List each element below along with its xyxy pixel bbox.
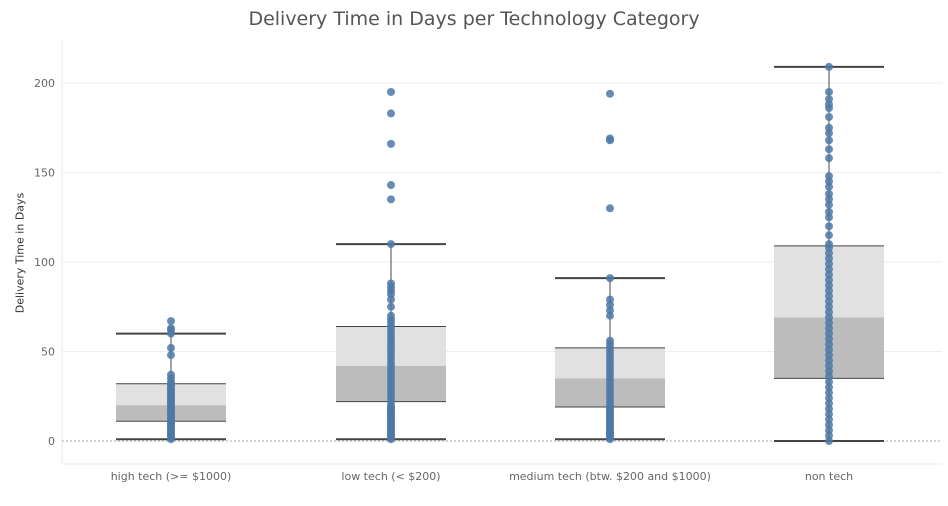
data-point	[825, 62, 833, 71]
data-point	[606, 134, 614, 143]
y-tick-label: 50	[41, 346, 55, 359]
data-point	[167, 317, 175, 326]
data-point	[825, 123, 833, 132]
data-point	[825, 145, 833, 154]
data-point	[825, 189, 833, 198]
data-point	[387, 240, 395, 249]
data-point	[387, 109, 395, 118]
data-point	[825, 222, 833, 231]
data-point	[606, 204, 614, 213]
x-tick-label: non tech	[805, 470, 853, 483]
y-tick-label: 0	[48, 435, 55, 448]
data-point	[825, 172, 833, 181]
data-point	[825, 154, 833, 163]
data-point	[606, 89, 614, 98]
data-point	[606, 295, 614, 304]
chart-title: Delivery Time in Days per Technology Cat…	[248, 8, 700, 30]
data-point	[167, 324, 175, 333]
data-point	[606, 336, 614, 345]
data-point	[387, 139, 395, 148]
data-point	[825, 113, 833, 122]
x-tick-label: high tech (>= $1000)	[111, 470, 232, 483]
data-point	[606, 274, 614, 283]
x-tick-label: medium tech (btw. $200 and $1000)	[509, 470, 711, 483]
data-point	[167, 370, 175, 379]
x-tick-label: low tech (< $200)	[341, 470, 440, 483]
y-tick-label: 150	[34, 167, 55, 180]
y-tick-label: 100	[34, 256, 55, 269]
data-point	[387, 302, 395, 311]
data-point	[825, 95, 833, 104]
data-point	[167, 351, 175, 360]
data-point	[387, 279, 395, 288]
data-point	[387, 195, 395, 204]
data-point	[825, 231, 833, 240]
data-point	[387, 87, 395, 96]
data-point	[387, 311, 395, 320]
y-tick-label: 200	[34, 77, 55, 90]
data-point	[167, 343, 175, 352]
data-point	[825, 136, 833, 145]
data-point	[825, 240, 833, 249]
data-point	[825, 87, 833, 96]
data-point	[387, 181, 395, 190]
data-point	[825, 207, 833, 216]
